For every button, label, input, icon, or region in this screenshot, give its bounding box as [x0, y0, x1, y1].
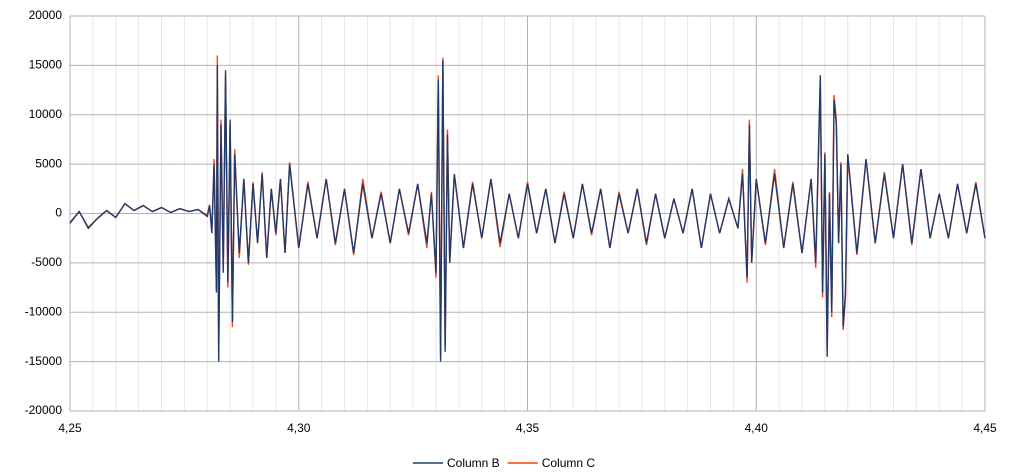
series-line	[69, 60, 986, 362]
y-tick-label: 5000	[35, 156, 62, 170]
y-tick-label: -10000	[25, 304, 63, 318]
y-tick-label: -15000	[25, 354, 63, 368]
y-tick-label: -5000	[31, 255, 62, 269]
x-tick-label: 4,35	[516, 421, 540, 435]
y-tick-label: 0	[55, 206, 62, 220]
legend-label: Column C	[542, 456, 596, 470]
y-tick-label: -20000	[25, 403, 63, 417]
x-tick-label: 4,25	[58, 421, 82, 435]
legend-label: Column B	[447, 456, 500, 470]
x-tick-label: 4,40	[745, 421, 769, 435]
x-tick-label: 4,45	[973, 421, 997, 435]
x-tick-label: 4,30	[287, 421, 311, 435]
y-tick-label: 15000	[29, 58, 63, 72]
y-tick-label: 20000	[29, 8, 63, 22]
y-tick-label: 10000	[29, 107, 63, 121]
